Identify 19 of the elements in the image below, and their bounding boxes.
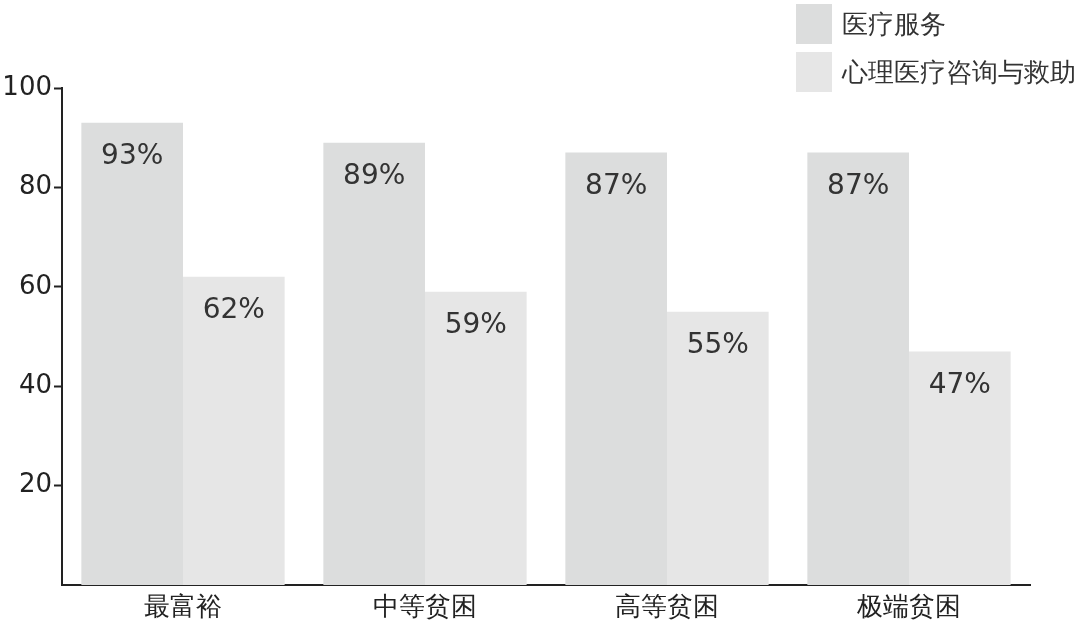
y-tick-label: 40 bbox=[18, 368, 52, 399]
legend-label: 心理医疗咨询与救助 bbox=[842, 55, 1076, 89]
x-tick-label: 高等贫困 bbox=[615, 591, 719, 622]
data-label: 62% bbox=[202, 292, 265, 326]
data-label: 93% bbox=[101, 138, 164, 172]
data-label: 89% bbox=[343, 157, 406, 191]
y-tick-label: 60 bbox=[18, 269, 52, 300]
x-tick-label: 极端贫困 bbox=[856, 591, 961, 622]
y-tick-label: 20 bbox=[18, 468, 52, 499]
data-label: 47% bbox=[928, 366, 991, 400]
data-label: 55% bbox=[686, 326, 749, 360]
x-tick-label: 中等贫困 bbox=[373, 591, 477, 622]
x-tick-label: 最富裕 bbox=[144, 591, 222, 622]
y-tick-label: 80 bbox=[18, 170, 52, 201]
data-label: 87% bbox=[827, 167, 890, 201]
data-label: 59% bbox=[444, 307, 507, 341]
data-label: 87% bbox=[585, 167, 648, 201]
legend-label: 医疗服务 bbox=[842, 7, 946, 41]
y-tick-label: 100 bbox=[2, 70, 52, 101]
